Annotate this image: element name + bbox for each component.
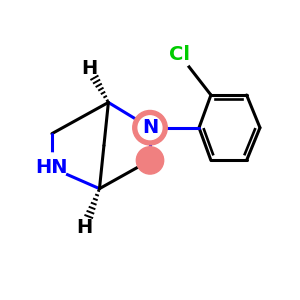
- Circle shape: [136, 147, 164, 174]
- Circle shape: [138, 116, 162, 140]
- Circle shape: [80, 59, 98, 77]
- Circle shape: [133, 110, 167, 145]
- Text: Cl: Cl: [169, 45, 190, 64]
- Text: H: H: [76, 218, 93, 237]
- Circle shape: [37, 153, 67, 183]
- Text: N: N: [142, 118, 158, 137]
- Circle shape: [76, 218, 94, 236]
- Text: H: H: [81, 59, 97, 78]
- Circle shape: [167, 42, 193, 68]
- Text: HN: HN: [36, 158, 68, 177]
